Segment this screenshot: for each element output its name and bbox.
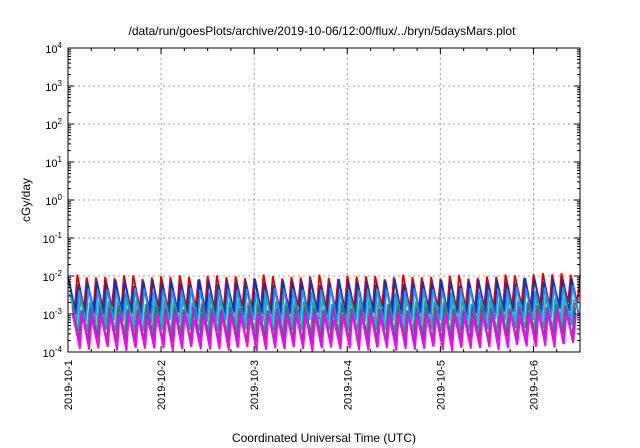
x-axis: 2019-10-1 2019-10-2 2019-10-3 2019-10-4 2019… — [63, 48, 558, 410]
y-tick-label: 10-2 — [43, 269, 63, 284]
x-axis-label: Coordinated Universal Time (UTC) — [232, 431, 416, 445]
y-tick-label: 101 — [45, 155, 62, 170]
y-tick-label: 10-3 — [43, 307, 63, 322]
series-line-6 — [71, 307, 577, 348]
y-tick-label: 100 — [45, 193, 62, 208]
x-tick-label: 2019-10-2 — [156, 360, 168, 410]
grid — [68, 48, 580, 352]
series-line-4 — [70, 296, 575, 334]
y-tick-label: 103 — [45, 79, 62, 94]
y-tick-label: 102 — [45, 117, 62, 132]
y-tick-label: 104 — [45, 41, 62, 56]
series-group — [67, 273, 581, 353]
series-line-7 — [72, 310, 577, 353]
chart-title: /data/run/goesPlots/archive/2019-10-06/1… — [129, 24, 517, 38]
y-tick-label: 10-1 — [43, 231, 63, 246]
x-tick-label: 2019-10-5 — [435, 360, 447, 410]
x-tick-label: 2019-10-3 — [249, 360, 261, 410]
x-tick-label: 2019-10-1 — [63, 360, 75, 410]
x-tick-label: 2019-10-6 — [528, 360, 540, 410]
x-tick-label: 2019-10-4 — [342, 360, 354, 410]
y-axis-label: cGy/day — [19, 178, 33, 222]
y-axis: 10-4 10-3 10-2 10-1 100 101 102 103 104 — [43, 41, 580, 360]
y-tick-label: 10-4 — [43, 345, 63, 360]
